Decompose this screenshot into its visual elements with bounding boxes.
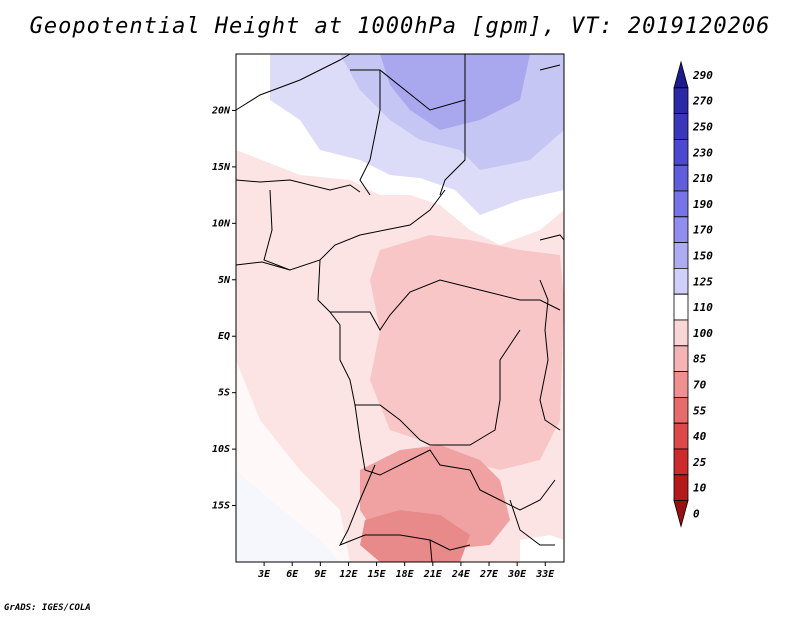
colorbar-label: 110 — [693, 301, 713, 314]
colorbar-label: 170 — [693, 224, 713, 237]
lon-tick-label: 33E — [535, 569, 555, 580]
colorbar-label: 85 — [693, 353, 707, 366]
lon-tick-label: 9E — [314, 569, 327, 580]
colorbar-swatch — [673, 500, 689, 528]
colorbar-swatch — [673, 87, 689, 114]
colorbar-swatch — [673, 319, 689, 347]
colorbar-swatch — [673, 474, 689, 501]
lon-tick-label: 21E — [423, 569, 443, 580]
colorbar-swatch — [673, 139, 689, 166]
colorbar-label: 40 — [693, 430, 707, 443]
colorbar-swatch — [673, 242, 689, 269]
lon-tick-label: 30E — [507, 569, 527, 580]
colorbar-label: 150 — [693, 250, 713, 263]
colorbar: 2902702502302101901701501251101008570554… — [673, 60, 713, 528]
lon-tick-label: 24E — [451, 569, 471, 580]
colorbar-swatch — [673, 190, 689, 218]
lat-tick-label: 5S — [218, 388, 230, 399]
colorbar-swatch — [673, 345, 689, 372]
lat-tick-label: 10S — [212, 444, 230, 455]
colorbar-swatch — [673, 397, 689, 424]
colorbar-label: 55 — [693, 404, 707, 417]
lat-tick-label: EQ — [218, 331, 230, 342]
colorbar-label: 290 — [692, 69, 713, 82]
colorbar-swatch — [673, 60, 689, 89]
colorbar-label: 100 — [693, 327, 713, 340]
map-title: Geopotential Height at 1000hPa [gpm], VT… — [29, 14, 771, 39]
colorbar-label: 210 — [692, 172, 713, 185]
lat-tick-label: 15S — [212, 501, 230, 512]
colorbar-label: 190 — [693, 198, 713, 211]
colorbar-swatch — [673, 371, 689, 398]
latitude-axis: 20N 15N 10N 5N EQ 5S 10S 15S — [211, 105, 236, 512]
colorbar-label: 230 — [692, 146, 713, 159]
lon-tick-label: 12E — [339, 569, 358, 580]
colorbar-label: 0 — [693, 508, 700, 521]
lat-tick-label: 10N — [212, 218, 231, 229]
colorbar-label: 70 — [693, 379, 707, 392]
lon-tick-label: 6E — [286, 569, 299, 580]
country-borders — [235, 53, 565, 563]
lon-tick-label: 15E — [368, 569, 387, 580]
colorbar-label: 125 — [693, 275, 713, 288]
lon-tick-label: 27E — [479, 569, 499, 580]
colorbar-swatch — [673, 448, 689, 476]
colorbar-label: 25 — [692, 456, 707, 469]
colorbar-swatch — [673, 268, 689, 295]
colorbar-label: 270 — [692, 95, 713, 108]
lon-tick-label: 18E — [396, 569, 415, 580]
lat-tick-label: 20N — [211, 105, 231, 116]
lat-tick-label: 15N — [212, 162, 231, 173]
colorbar-swatch — [673, 293, 689, 321]
lat-tick-label: 5N — [218, 275, 231, 286]
lon-tick-label: 3E — [257, 569, 271, 580]
colorbar-swatch — [673, 216, 689, 243]
colorbar-swatch — [673, 422, 689, 450]
field-shading — [236, 54, 564, 562]
colorbar-swatch — [673, 164, 689, 192]
longitude-axis: 3E 6E 9E 12E 15E 18E 21E 24E 27E 30E 33E — [257, 562, 555, 580]
colorbar-label: 250 — [692, 121, 713, 134]
grads-credit: GrADS: IGES/COLA — [4, 603, 91, 613]
colorbar-label: 10 — [693, 482, 707, 495]
colorbar-swatch — [673, 113, 689, 140]
map-frame — [235, 53, 565, 563]
